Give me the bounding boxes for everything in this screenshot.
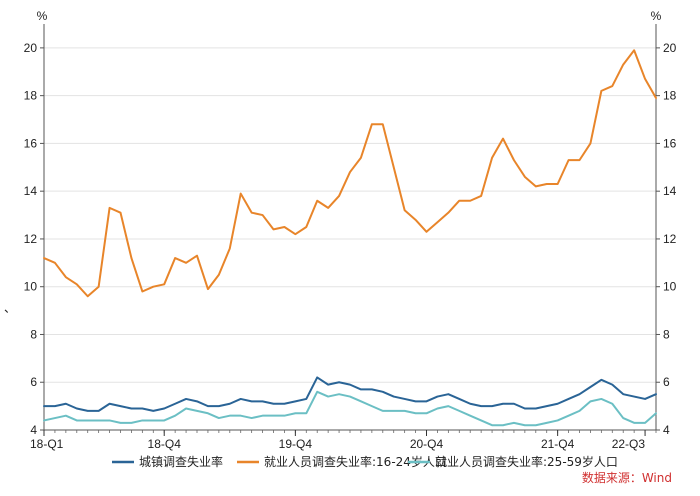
y-axis-right-ticks: 4 6 8 10 12 14 16 18 20 bbox=[656, 41, 677, 437]
y-tick-label-right-7: 18 bbox=[663, 89, 677, 103]
y-tick-label-right-4: 12 bbox=[663, 232, 677, 246]
x-axis-ticks: 18-Q1 18-Q4 19-Q4 20-Q4 21-Q4 22-Q3 bbox=[30, 430, 657, 451]
y-tick-label-right-8: 20 bbox=[663, 41, 677, 55]
y-unit-right: % bbox=[651, 9, 662, 23]
y-tick-label-right-6: 16 bbox=[663, 136, 677, 150]
y-tick-label-right-5: 14 bbox=[663, 184, 677, 198]
legend-label-1: 就业人员调查失业率:16-24岁人口 bbox=[264, 454, 447, 469]
x-tick-label-1: 18-Q4 bbox=[148, 437, 182, 451]
series-line-2 bbox=[43, 390, 657, 427]
y-tick-label-left-3: 10 bbox=[24, 280, 38, 294]
grid-lines bbox=[44, 47, 656, 431]
y-tick-label-left-1: 6 bbox=[30, 375, 37, 389]
stray-mark: 、 bbox=[4, 301, 16, 315]
y-tick-label-right-0: 4 bbox=[663, 423, 670, 437]
series-line-0 bbox=[43, 376, 657, 412]
source-note: 数据来源：Wind bbox=[582, 470, 672, 485]
x-tick-label-3: 20-Q4 bbox=[410, 437, 444, 451]
y-tick-label-left-8: 20 bbox=[24, 41, 38, 55]
legend: 城镇调查失业率 就业人员调查失业率:16-24岁人口就业人员调查失业率:25-59… bbox=[112, 454, 618, 469]
x-tick-label-2: 19-Q4 bbox=[279, 437, 313, 451]
y-unit-left: % bbox=[37, 9, 48, 23]
series-lines bbox=[43, 49, 657, 427]
y-tick-label-left-6: 16 bbox=[24, 136, 38, 150]
legend-label-2: 就业人员调查失业率:25-59岁人口 bbox=[435, 454, 618, 469]
y-tick-label-left-4: 12 bbox=[24, 232, 38, 246]
x-tick-label-4: 21-Q4 bbox=[541, 437, 575, 451]
y-tick-label-right-2: 8 bbox=[663, 327, 670, 341]
y-tick-label-left-0: 4 bbox=[30, 423, 37, 437]
y-tick-label-left-7: 18 bbox=[24, 89, 38, 103]
y-tick-label-left-5: 14 bbox=[24, 184, 38, 198]
axes bbox=[43, 24, 657, 431]
y-axis-left-ticks: 4 6 8 10 12 14 16 18 20 bbox=[24, 41, 44, 437]
x-tick-label-0: 18-Q1 bbox=[30, 437, 64, 451]
y-tick-label-left-2: 8 bbox=[30, 327, 37, 341]
y-tick-label-right-3: 10 bbox=[663, 280, 677, 294]
legend-label-0: 城镇调查失业率 bbox=[139, 454, 223, 469]
y-tick-label-right-1: 6 bbox=[663, 375, 670, 389]
series-line-1 bbox=[43, 49, 657, 298]
x-tick-label-5: 22-Q3 bbox=[612, 437, 646, 451]
